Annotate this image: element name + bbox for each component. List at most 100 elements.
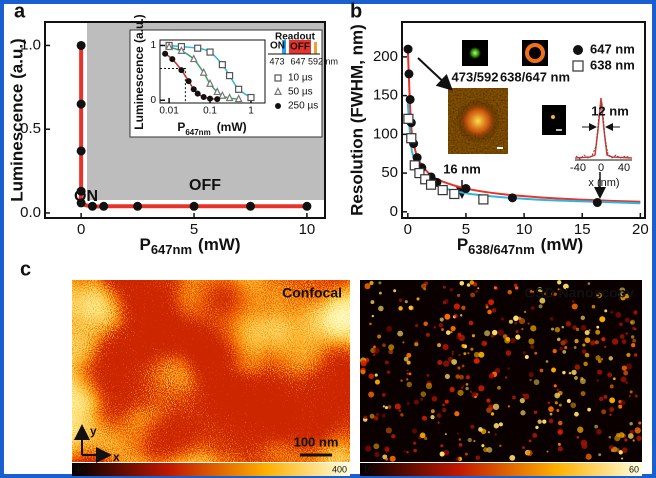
- gsd-spot: [620, 400, 625, 405]
- gsd-spot: [583, 362, 587, 366]
- gsd-spot: [628, 433, 634, 439]
- gsd-spot: [373, 443, 379, 449]
- gsd-spot: [390, 456, 396, 462]
- gsd-spot: [470, 425, 474, 429]
- gsd-spot: [443, 361, 449, 367]
- gsd-spot: [508, 405, 510, 407]
- gsd-spot: [426, 383, 432, 389]
- gsd-spot: [582, 349, 586, 353]
- gsd-spot: [555, 327, 560, 332]
- gsd-spot: [442, 408, 446, 412]
- gsd-spot: [592, 305, 596, 309]
- gsd-spot: [622, 447, 627, 452]
- gsd-spot: [610, 384, 614, 388]
- y-tick-label: 50: [381, 164, 398, 181]
- gsd-spot: [562, 371, 565, 374]
- gsd-spot: [388, 405, 392, 409]
- marker: [236, 86, 242, 92]
- gsd-spot: [564, 346, 567, 349]
- gsd-spot: [612, 338, 618, 344]
- gsd-spot: [549, 419, 554, 424]
- gsd-spot: [398, 306, 402, 310]
- gsd-spot: [360, 360, 366, 366]
- gsd-spot: [474, 358, 480, 364]
- gsd-spot: [622, 339, 627, 344]
- gsd-spot: [558, 421, 563, 426]
- x-label-unit: (mW): [541, 235, 583, 254]
- gsd-spot: [604, 346, 606, 348]
- gsd-spot: [402, 341, 404, 343]
- gsd-spot: [621, 457, 623, 459]
- annotation: 473/592: [452, 69, 499, 84]
- gsd-spot: [618, 405, 622, 409]
- gsd-spot: [609, 397, 615, 403]
- gsd-spot: [623, 371, 628, 376]
- small-spot: [551, 115, 555, 119]
- marker: [302, 202, 311, 211]
- gsd-spot: [601, 409, 606, 414]
- y-axis-label: Luminescence (a.u.): [132, 14, 146, 129]
- x-axis-label: P647nm(mW): [139, 235, 240, 257]
- marker: [461, 184, 470, 193]
- gsd-spot: [520, 410, 525, 415]
- gsd-spot: [440, 317, 444, 321]
- gsd-spot: [609, 356, 613, 360]
- gsd-spot: [590, 340, 595, 345]
- gsd-spot: [368, 373, 374, 379]
- gsd-spot: [495, 433, 497, 435]
- gsd-spot: [472, 334, 475, 337]
- marker: [508, 193, 517, 202]
- gsd-spot: [446, 330, 451, 335]
- marker: [404, 69, 413, 78]
- annotation: 12 nm: [591, 103, 629, 118]
- gsd-spot: [581, 325, 587, 331]
- gsd-spot: [456, 457, 461, 462]
- gsd-spot: [405, 300, 408, 303]
- gsd-spot: [470, 391, 472, 393]
- arrow: [418, 58, 450, 88]
- x-tick-label: 1: [248, 106, 254, 117]
- annotation: 0: [598, 162, 604, 174]
- x-label-main: P: [177, 120, 185, 134]
- gsd-spot: [624, 438, 627, 441]
- marker: [201, 94, 207, 100]
- gsd-spot: [575, 364, 581, 370]
- gsd-spot: [374, 416, 379, 421]
- annotation: OFF: [189, 177, 221, 194]
- gsd-spot: [450, 288, 453, 291]
- gsd-spot: [571, 370, 576, 375]
- colorbar-min: 10: [363, 464, 373, 474]
- marker: [77, 41, 86, 50]
- gsd-spot: [384, 446, 389, 451]
- gsd-spot: [550, 413, 553, 416]
- gsd-spot: [382, 393, 386, 397]
- marker: [407, 134, 416, 143]
- gsd-spot: [440, 452, 445, 457]
- gsd-spot: [454, 411, 459, 416]
- gsd-spot: [546, 360, 549, 363]
- x-tick-label: 20: [632, 221, 649, 238]
- gsd-spot: [498, 330, 504, 336]
- gsd-spot: [481, 341, 487, 347]
- gsd-spot: [473, 440, 475, 442]
- gsd-spot: [364, 283, 370, 289]
- gsd-spot: [554, 384, 557, 387]
- gsd-spot: [393, 289, 396, 292]
- gsd-spot: [385, 406, 388, 409]
- gsd-spot: [370, 414, 375, 419]
- gsd-spot: [581, 440, 587, 446]
- legend-label: 10 µs: [288, 73, 313, 84]
- gsd-spot: [616, 312, 622, 318]
- gsd-spot: [364, 415, 367, 418]
- legend-label: 647 nm: [590, 41, 635, 56]
- gsd-spot: [391, 434, 395, 438]
- gsd-spot: [445, 433, 447, 435]
- gsd-spot: [567, 399, 571, 403]
- gsd-spot: [530, 345, 534, 349]
- y-tick-label: 0: [150, 95, 156, 106]
- gsd-spot: [558, 430, 563, 435]
- gsd-spot: [587, 408, 591, 412]
- gsd-spot: [438, 422, 440, 424]
- gsd-spot: [415, 340, 418, 343]
- gsd-spot: [577, 427, 583, 433]
